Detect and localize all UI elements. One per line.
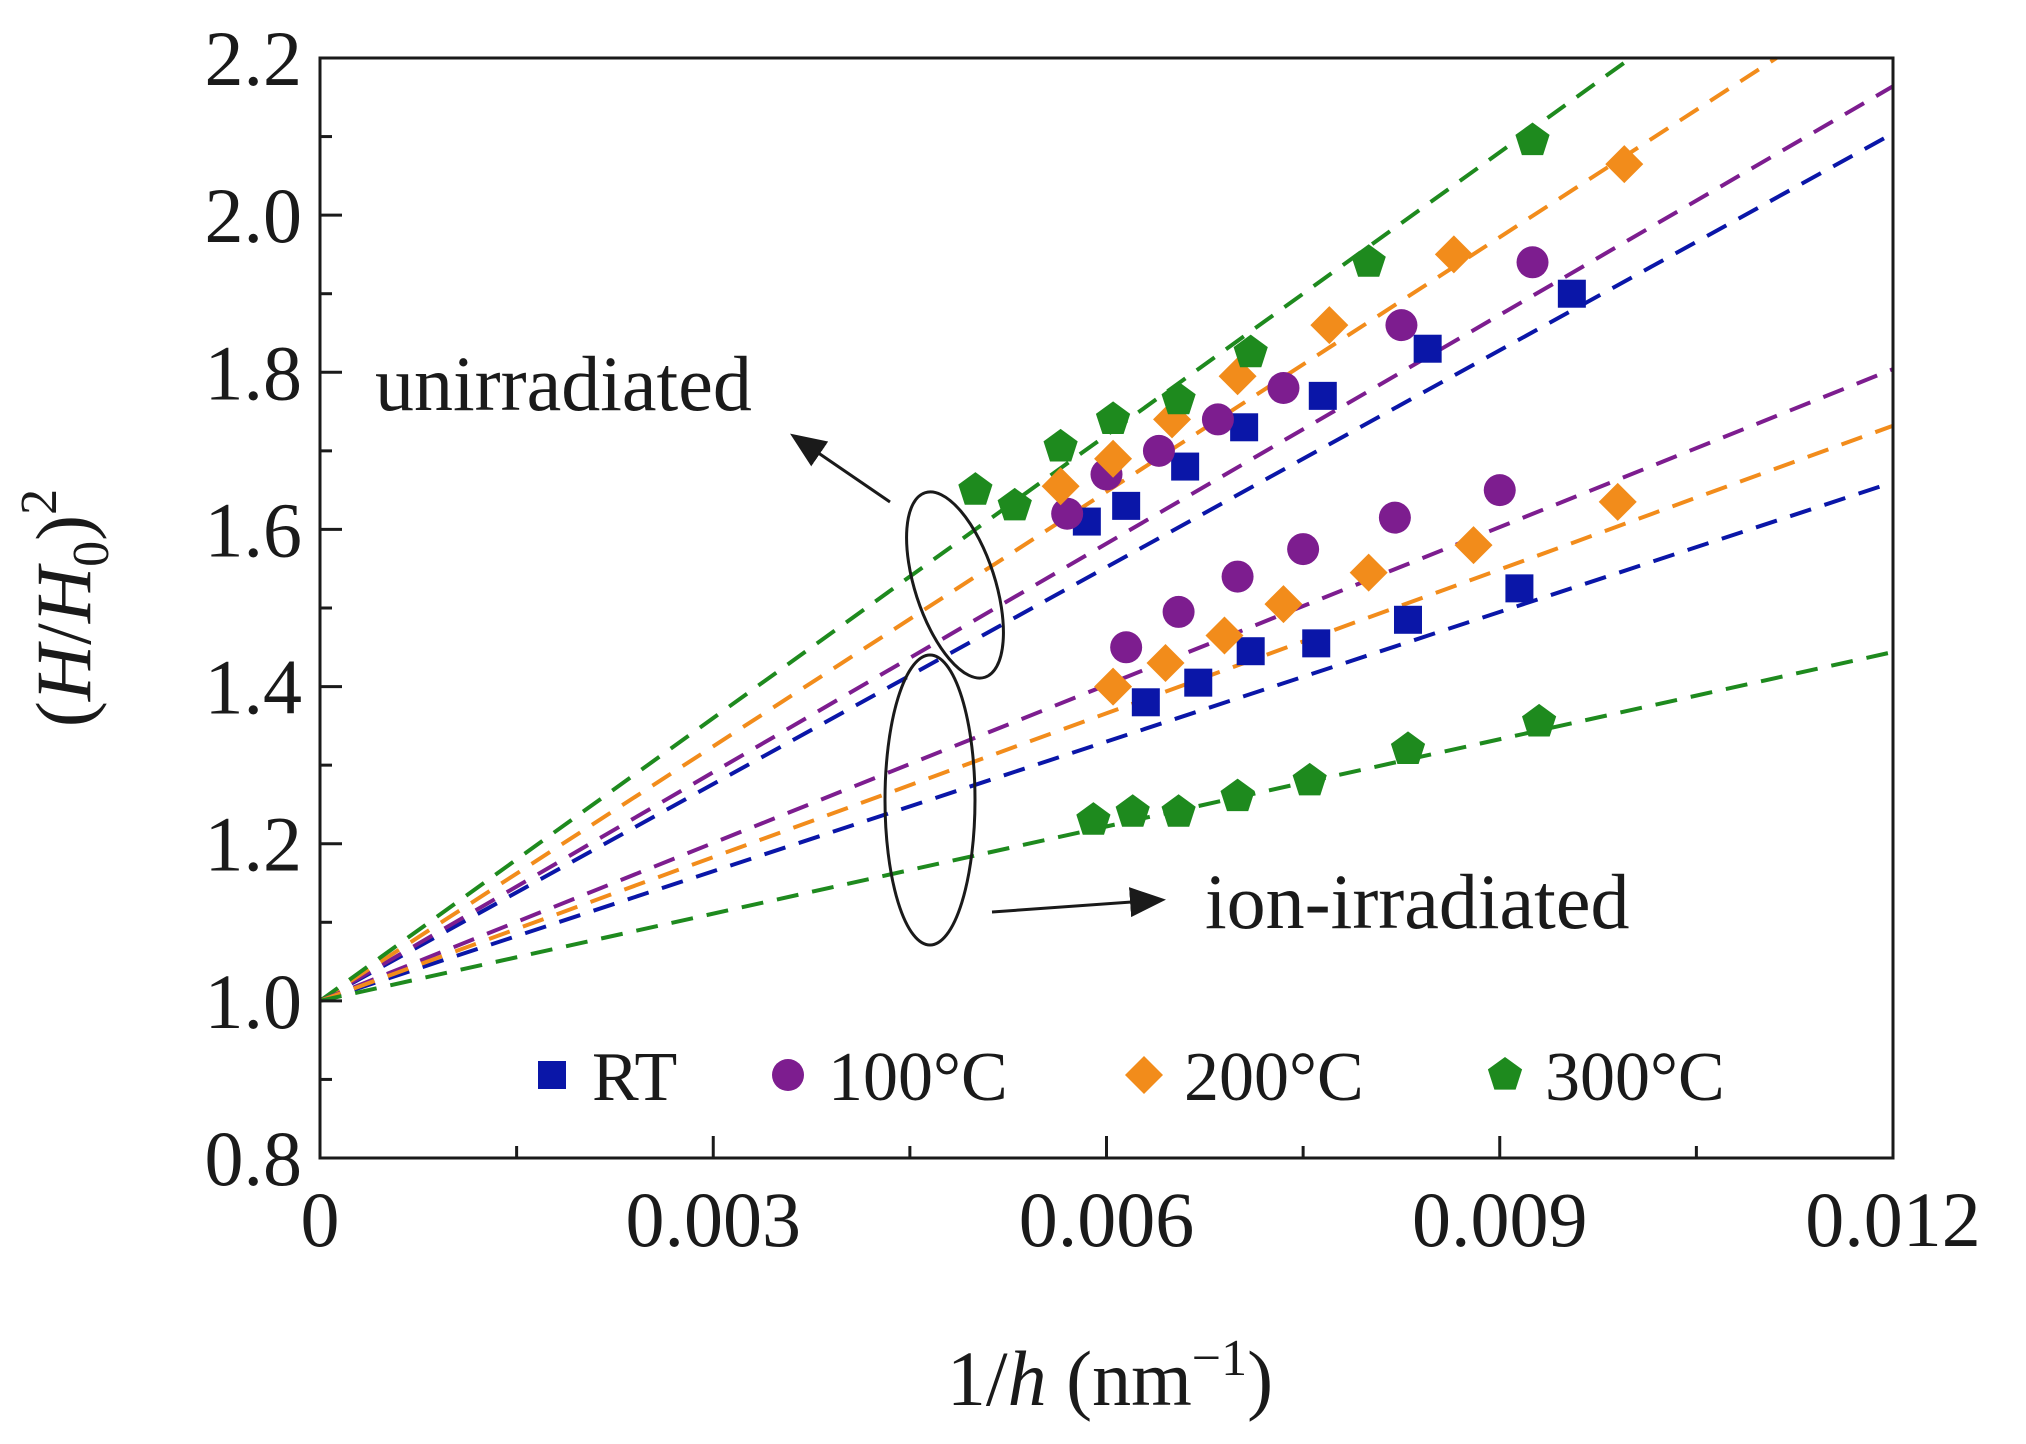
y-tick-label: 1.6 xyxy=(205,486,303,573)
data-point xyxy=(1094,667,1133,706)
data-point xyxy=(1385,309,1418,342)
data-point xyxy=(1146,644,1185,682)
data-point xyxy=(1112,491,1141,520)
data-point xyxy=(1483,474,1516,507)
fit-line xyxy=(318,56,1778,1003)
data-point xyxy=(1267,372,1300,404)
data-point xyxy=(1115,794,1150,827)
y-tick-label: 1.0 xyxy=(205,958,303,1045)
data-point xyxy=(1095,401,1131,434)
x-axis-label: 1/h (nm−1) xyxy=(947,1330,1273,1422)
data-point xyxy=(1515,122,1550,156)
ticks: 0 0.003 0.006 0.009 0.012 0.8 1.0 1.2 1.4 1.6 1.8 2… xyxy=(205,15,1981,1263)
y-axis-label: (H/H0)2 xyxy=(11,489,120,727)
legend-label: 300°C xyxy=(1545,1039,1725,1116)
fit-lines xyxy=(318,56,1895,1003)
data-point xyxy=(1041,467,1080,506)
y-tick-label: 1.8 xyxy=(205,329,303,416)
data-point xyxy=(1310,306,1349,345)
data-point xyxy=(1351,244,1386,277)
legend-marker xyxy=(1487,1057,1523,1090)
data-point xyxy=(1233,334,1268,368)
fit-line xyxy=(318,84,1895,1003)
y-tick-label: 1.4 xyxy=(205,644,303,731)
data-point xyxy=(1236,637,1265,666)
data-point xyxy=(1308,381,1337,410)
data-point xyxy=(997,487,1032,521)
data-point xyxy=(1605,145,1644,184)
data-point xyxy=(1171,452,1200,481)
data-point xyxy=(1162,595,1195,628)
data-point xyxy=(1598,482,1637,521)
x-tick-label: 0.012 xyxy=(1805,1176,1981,1263)
legend-label: 200°C xyxy=(1184,1039,1364,1116)
data-point xyxy=(1076,802,1111,835)
y-tick-label: 2.2 xyxy=(205,15,303,102)
ion-irradiated-ellipse xyxy=(883,653,977,947)
data-point xyxy=(1413,334,1442,363)
x-tick-label: 0.006 xyxy=(1019,1176,1195,1263)
data-point xyxy=(1110,631,1143,664)
data-point xyxy=(1184,668,1213,697)
legend: RT 100°C 200°C 300°C xyxy=(538,1039,1725,1116)
data-point xyxy=(1516,246,1549,279)
data-point xyxy=(1522,703,1557,737)
data-point xyxy=(1390,731,1426,764)
y-tick-label: 0.8 xyxy=(205,1115,303,1202)
fit-line xyxy=(319,480,1894,1003)
legend-label: 100°C xyxy=(828,1039,1008,1116)
legend-label: RT xyxy=(592,1039,677,1116)
x-tick-label: 0.009 xyxy=(1412,1176,1588,1263)
data-point xyxy=(1220,778,1255,812)
axes xyxy=(318,56,1895,1160)
plot-frame xyxy=(318,56,1895,1160)
annotation-ion-irradiated: ion-irradiated xyxy=(1205,858,1629,945)
data-point xyxy=(1094,439,1133,478)
data-point xyxy=(1230,413,1259,442)
unirradiated-ellipse xyxy=(905,490,1005,680)
x-tick-label: 0.003 xyxy=(626,1176,802,1263)
data-point xyxy=(1131,688,1160,717)
data-point xyxy=(1302,629,1331,658)
annotation-shapes xyxy=(790,433,1166,947)
legend-marker xyxy=(772,1059,804,1091)
data-point xyxy=(1043,428,1078,462)
data-point xyxy=(1349,553,1388,592)
data-point xyxy=(1142,434,1175,467)
data-point xyxy=(1205,616,1244,655)
fit-line xyxy=(319,131,1894,1003)
data-points xyxy=(958,122,1644,835)
unirradiated-arrow xyxy=(790,433,891,504)
data-point xyxy=(1287,533,1320,566)
data-point xyxy=(1454,526,1493,565)
data-point xyxy=(1434,235,1473,274)
data-point xyxy=(1051,497,1084,530)
data-point xyxy=(1557,279,1586,308)
data-point xyxy=(1161,381,1196,415)
legend-marker xyxy=(538,1061,566,1089)
data-point xyxy=(1221,560,1254,593)
data-point xyxy=(958,472,993,505)
data-point xyxy=(1505,574,1534,603)
data-point xyxy=(1201,403,1234,436)
y-tick-label: 1.2 xyxy=(205,801,303,888)
y-tick-label: 2.0 xyxy=(205,172,303,259)
fit-line xyxy=(319,423,1894,1003)
data-point xyxy=(1264,585,1303,624)
data-point xyxy=(1292,762,1327,796)
x-tick-label: 0 xyxy=(301,1176,340,1263)
data-point xyxy=(1161,794,1196,827)
data-point xyxy=(1393,605,1422,634)
annotation-unirradiated: unirradiated xyxy=(375,340,752,427)
legend-marker xyxy=(1125,1056,1163,1094)
ion-irradiated-arrow xyxy=(991,887,1166,918)
data-point xyxy=(1378,501,1411,534)
